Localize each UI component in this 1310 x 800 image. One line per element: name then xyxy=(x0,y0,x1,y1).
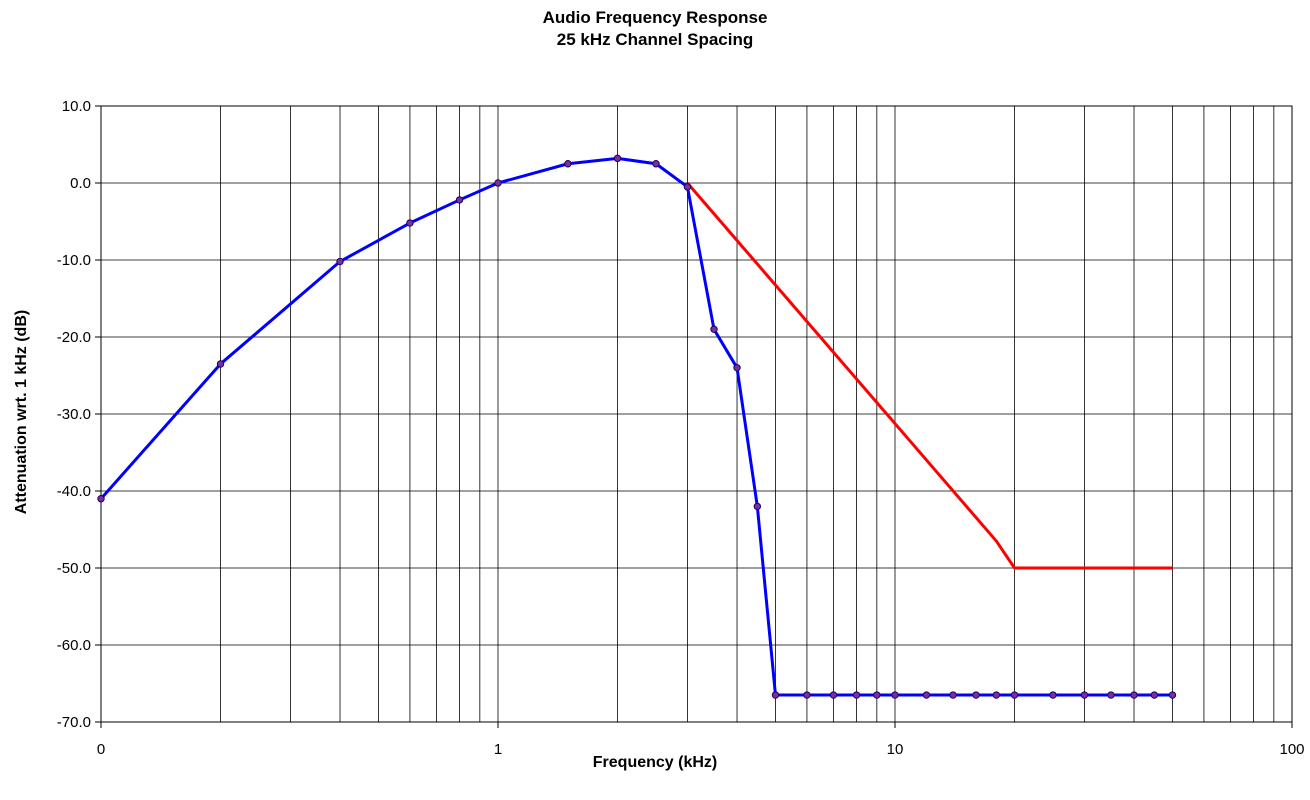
data-point xyxy=(771,691,780,699)
data-point xyxy=(1107,691,1115,699)
data-point xyxy=(891,691,899,699)
data-point xyxy=(873,691,881,699)
x-tick-label: 100 xyxy=(1279,741,1304,758)
x-tick-label: 1 xyxy=(494,741,502,758)
y-tick-label: 0.0 xyxy=(70,175,91,192)
data-point xyxy=(753,502,762,511)
data-point xyxy=(1150,691,1159,699)
data-point xyxy=(494,179,502,187)
series-line-red xyxy=(686,182,1173,570)
data-point xyxy=(1168,691,1177,699)
x-axis-label: Frequency (kHz) xyxy=(592,754,718,771)
y-tick-label: -70.0 xyxy=(57,714,91,731)
data-point xyxy=(455,196,464,204)
chart-subtitle: 25 kHz Channel Spacing xyxy=(556,30,754,49)
data-point xyxy=(803,691,811,699)
data-point xyxy=(710,325,718,333)
data-point xyxy=(216,360,225,368)
data-point xyxy=(1080,691,1089,699)
data-point xyxy=(733,364,741,372)
series-line-blue xyxy=(99,156,1173,697)
x-tick-label: 0 xyxy=(97,741,105,758)
data-point xyxy=(972,691,980,699)
data-point xyxy=(852,691,861,699)
y-tick-label: -20.0 xyxy=(57,329,91,346)
data-point xyxy=(652,160,660,168)
data-point xyxy=(1010,691,1019,699)
x-tick-label: 10 xyxy=(887,741,904,758)
data-point xyxy=(949,691,957,699)
data-point xyxy=(1049,691,1057,699)
data-point xyxy=(922,691,931,699)
data-point xyxy=(1130,691,1138,699)
y-axis-label: Attenuation wrt. 1 kHz (dB) xyxy=(13,309,30,515)
y-tick-label: -40.0 xyxy=(57,483,91,500)
data-point xyxy=(829,691,838,699)
y-tick-label: -60.0 xyxy=(57,637,91,654)
y-tick-label: -50.0 xyxy=(57,560,91,577)
y-tick-label: -30.0 xyxy=(57,406,91,423)
data-point xyxy=(683,183,692,191)
y-tick-label: 10.0 xyxy=(62,98,91,115)
data-point xyxy=(613,154,622,163)
data-point xyxy=(564,160,572,168)
y-tick-label: -10.0 xyxy=(57,252,91,269)
chart-title: Audio Frequency Response xyxy=(542,8,768,27)
data-point xyxy=(336,257,344,266)
data-point xyxy=(992,691,1001,699)
data-point xyxy=(406,219,414,227)
data-point xyxy=(97,495,105,503)
